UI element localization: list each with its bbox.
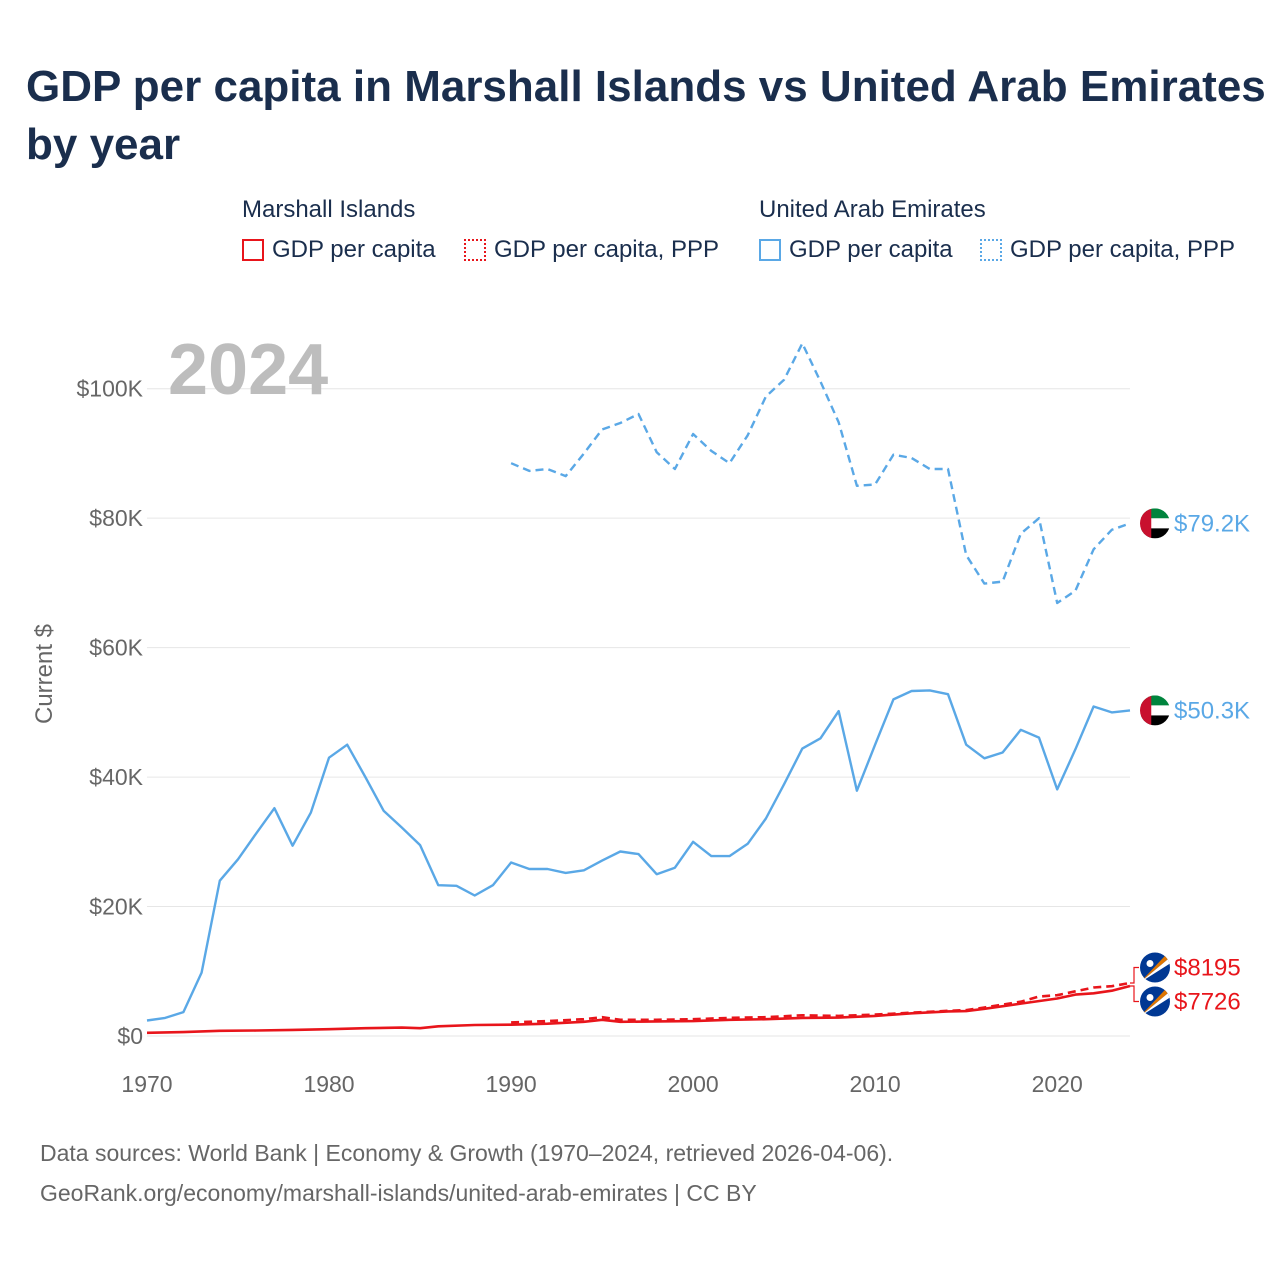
- y-axis-label: Current $: [31, 624, 58, 724]
- label-connector: [1130, 966, 1139, 984]
- series-line-marshall-solid: [146, 984, 1131, 1035]
- end-label-marshall-dashed: $8195: [1130, 952, 1241, 984]
- end-label-uae-solid: $50.3K: [1140, 695, 1250, 726]
- legend-item-uae-gdp-ppp[interactable]: GDP per capita, PPP: [980, 236, 1235, 264]
- legend-item-marshall-gdp[interactable]: GDP per capita: [242, 236, 436, 264]
- legend-swatch-solid: [242, 239, 264, 261]
- legend-group-united-arab-emirates: United Arab Emirates: [759, 196, 986, 223]
- y-tick-label: $80K: [89, 505, 143, 531]
- legend-item-uae-gdp[interactable]: GDP per capita: [759, 236, 953, 264]
- end-value-label: $8195: [1174, 954, 1241, 981]
- legend-label: GDP per capita, PPP: [1010, 236, 1235, 263]
- legend-label: GDP per capita, PPP: [494, 236, 719, 263]
- legend-label: GDP per capita: [789, 236, 953, 263]
- end-value-label: $50.3K: [1174, 697, 1250, 724]
- end-value-label: $79.2K: [1174, 510, 1250, 537]
- series-lines: [146, 342, 1131, 1035]
- legend-swatch-dotted: [464, 239, 486, 261]
- chart-title: GDP per capita in Marshall Islands vs Un…: [26, 62, 1266, 169]
- y-tick-label: $40K: [89, 764, 143, 790]
- label-connector: [1130, 985, 1139, 1003]
- series-line-uae-dashed: [510, 342, 1131, 605]
- x-tick-label: 2020: [1032, 1071, 1083, 1097]
- uae-flag-icon: [1140, 508, 1170, 539]
- marshall-islands-flag-icon: [1140, 952, 1170, 983]
- year-watermark: 2024: [168, 330, 328, 410]
- x-tick-label: 1970: [121, 1071, 172, 1097]
- legend-label: GDP per capita: [272, 236, 436, 263]
- series-line-uae-solid: [146, 689, 1131, 1022]
- y-tick-label: $60K: [89, 635, 143, 661]
- source-line-2: GeoRank.org/economy/marshall-islands/uni…: [40, 1180, 757, 1206]
- uae-flag-icon: [1140, 695, 1170, 726]
- y-axis-ticks: $0 $20K $40K $60K $80K $100K: [76, 376, 143, 1049]
- x-tick-label: 2000: [668, 1071, 719, 1097]
- legend-group-marshall-islands: Marshall Islands: [242, 196, 416, 223]
- grid: [147, 388, 1130, 1037]
- end-label-marshall-solid: $7726: [1130, 985, 1241, 1017]
- legend-item-marshall-gdp-ppp[interactable]: GDP per capita, PPP: [464, 236, 719, 264]
- x-tick-label: 2010: [850, 1071, 901, 1097]
- series-line-marshall-dashed: [511, 981, 1131, 1024]
- x-tick-label: 1990: [485, 1071, 536, 1097]
- y-tick-label: $20K: [89, 894, 143, 920]
- legend-swatch-dotted: [980, 239, 1002, 261]
- end-labels: $50.3K $79.2K $7726 $8195: [1130, 508, 1250, 1017]
- end-label-uae-dashed: $79.2K: [1140, 508, 1250, 539]
- y-tick-label: $100K: [76, 376, 143, 402]
- end-value-label: $7726: [1174, 988, 1241, 1015]
- source-line-1: Data sources: World Bank | Economy & Gro…: [40, 1140, 894, 1166]
- x-axis-ticks: 1970 1980 1990 2000 2010 2020: [121, 1071, 1082, 1097]
- marshall-islands-flag-icon: [1140, 986, 1170, 1017]
- y-tick-label: $0: [117, 1023, 143, 1049]
- x-tick-label: 1980: [303, 1071, 354, 1097]
- legend-swatch-solid: [759, 239, 781, 261]
